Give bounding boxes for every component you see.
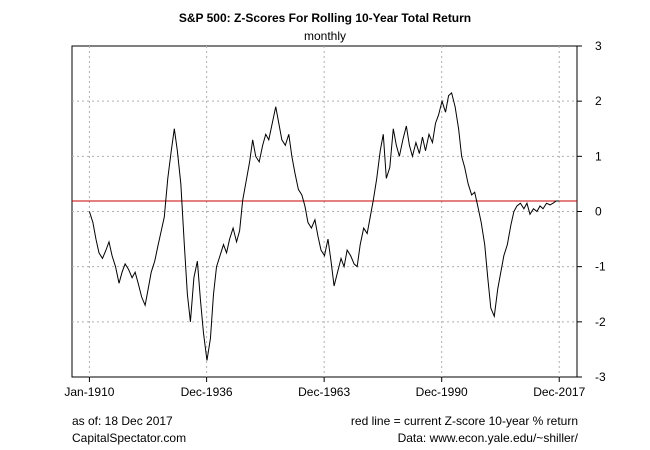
y-tick-label: -3 [595, 370, 606, 384]
series-line [88, 91, 560, 361]
y-tick-label: 0 [595, 205, 602, 219]
x-tick-label: Dec-2017 [533, 385, 585, 399]
y-tick-label: -2 [595, 315, 606, 329]
x-tick-label: Dec-1936 [181, 385, 233, 399]
red-line-note: red line = current Z-score 10-year % ret… [350, 414, 578, 428]
y-tick-label: -1 [595, 260, 606, 274]
y-tick-label: 2 [595, 94, 602, 108]
y-axis: -3 -2 -1 0 1 2 3 [577, 39, 606, 384]
site-name: CapitalSpectator.com [72, 431, 187, 445]
y-tick-label: 3 [595, 39, 602, 53]
x-axis: Jan-1910 Dec-1936 Dec-1963 Dec-1990 Dec-2017 [64, 377, 586, 399]
x-tick-label: Jan-1910 [64, 385, 114, 399]
y-tick-label: 1 [595, 149, 602, 163]
x-tick-label: Dec-1990 [416, 385, 468, 399]
chart-subtitle: monthly [303, 29, 347, 43]
data-source: Data: www.econ.yale.edu/~shiller/ [397, 431, 578, 445]
as-of-date: as of: 18 Dec 2017 [72, 414, 173, 428]
x-tick-label: Dec-1963 [298, 385, 350, 399]
grid [72, 46, 577, 377]
chart-title: S&P 500: Z-Scores For Rolling 10-Year To… [178, 11, 472, 25]
